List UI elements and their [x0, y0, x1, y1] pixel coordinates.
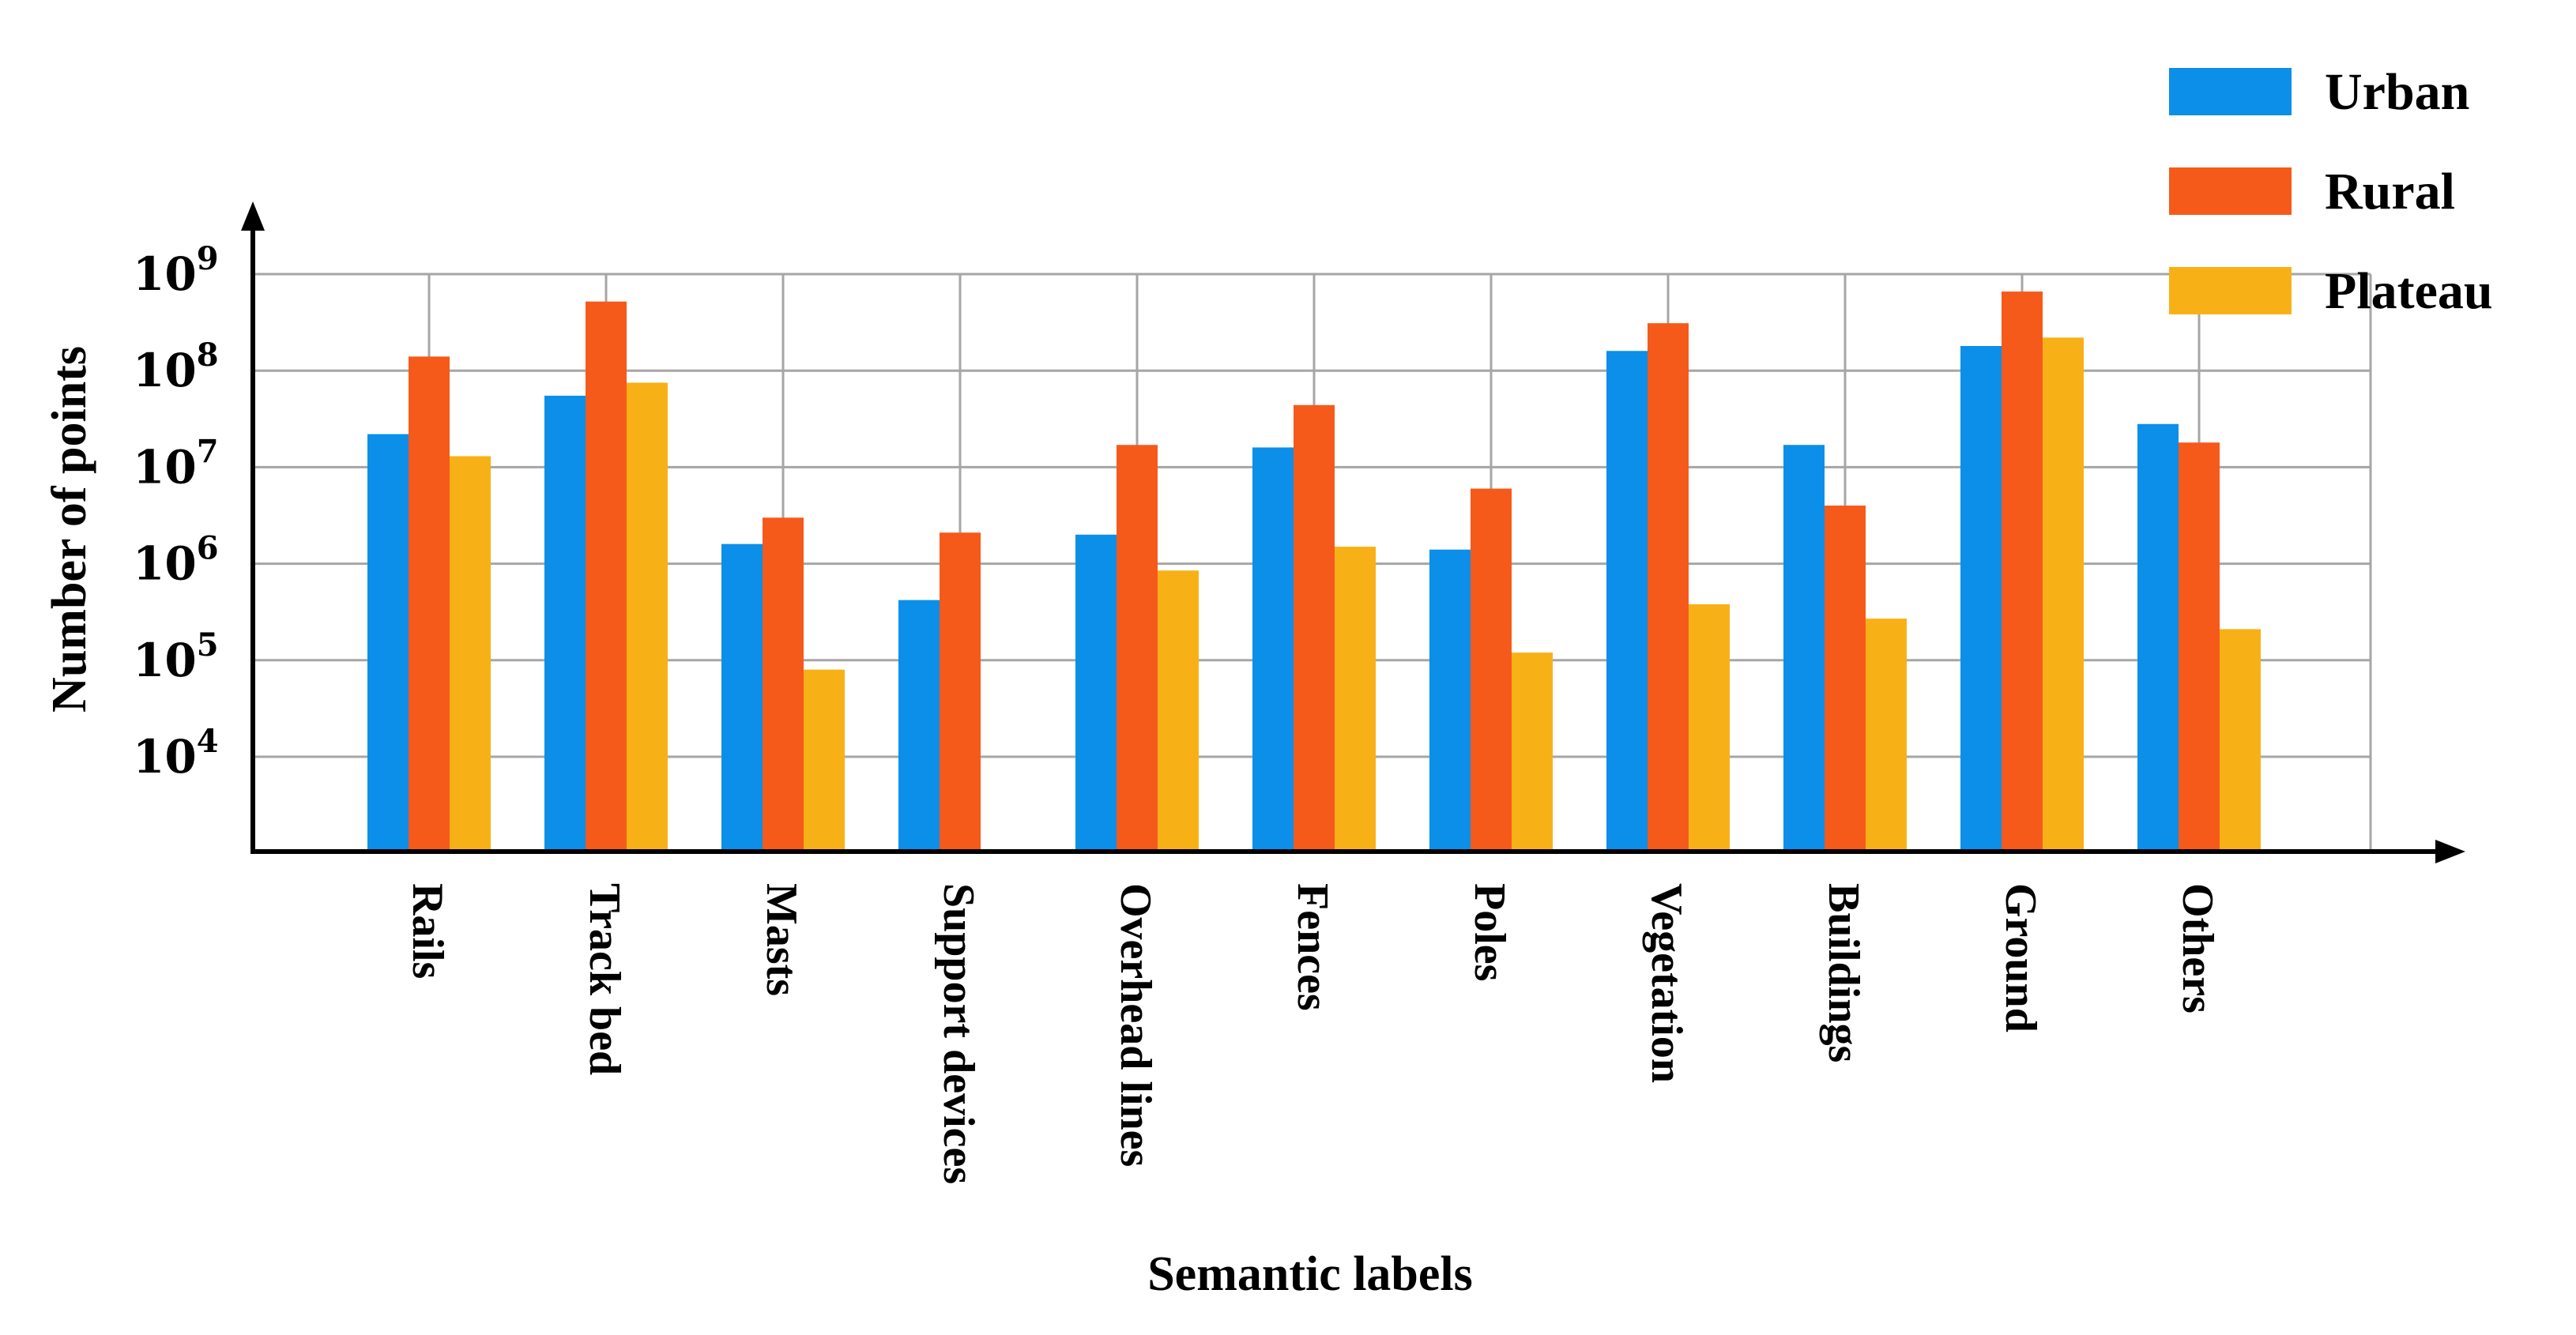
legend-label-rural: Rural	[2325, 163, 2455, 220]
x-tick-label: Poles	[1465, 883, 1514, 981]
y-axis-label: Number of points	[43, 346, 96, 713]
y-tick-label: 104	[133, 723, 219, 784]
bar-plateau	[1335, 547, 1376, 852]
bar-urban	[367, 434, 409, 852]
x-axis-label: Semantic labels	[1147, 1247, 1473, 1301]
bar-rural	[1825, 506, 1866, 852]
bar-group	[367, 356, 491, 852]
bar-plateau	[804, 669, 845, 852]
x-tick-label: Fences	[1288, 883, 1337, 1011]
x-axis-arrow	[2435, 840, 2465, 863]
bar-group	[1429, 488, 1553, 852]
bar-urban	[721, 543, 763, 852]
x-tick-label: Vegetation	[1642, 883, 1691, 1083]
legend-label-plateau: Plateau	[2325, 262, 2493, 320]
bar-urban	[1783, 445, 1825, 852]
legend-swatch-rural	[2169, 167, 2292, 215]
bar-rural	[940, 532, 981, 852]
bar-rural	[409, 356, 450, 852]
bar-rural	[1648, 323, 1689, 852]
bar-plateau	[1866, 619, 1907, 852]
x-tick-label: Rails	[403, 883, 452, 979]
x-tick-label: Ground	[1996, 883, 2045, 1032]
bar-plateau	[450, 456, 491, 852]
bar-urban	[1606, 351, 1648, 852]
bar-rural	[1471, 488, 1512, 852]
bar-plateau	[1689, 604, 1730, 852]
bar-group	[1783, 445, 1907, 852]
bar-urban	[1429, 549, 1471, 852]
axes	[241, 201, 2465, 863]
y-tick-label: 108	[133, 337, 219, 397]
bar-rural	[586, 301, 627, 852]
y-axis-arrow	[241, 201, 265, 231]
x-tick-label: Masts	[757, 883, 806, 996]
x-tick-labels: Rails Track bed Masts Support devices Overhe…	[403, 883, 2222, 1184]
legend: Urban Rural Plateau	[2169, 63, 2493, 320]
x-tick-label: Track bed	[580, 883, 629, 1075]
bar-rural	[1117, 445, 1158, 852]
bar-group	[1252, 404, 1376, 852]
bar-group	[544, 301, 668, 852]
bar-group	[1960, 291, 2084, 852]
x-tick-label: Support devices	[934, 883, 983, 1184]
legend-swatch-plateau	[2169, 267, 2292, 314]
bar-plateau	[1512, 652, 1553, 852]
bar-group	[1075, 445, 1199, 852]
y-tick-label: 105	[133, 626, 219, 687]
x-tick-label: Others	[2173, 883, 2222, 1013]
bar-rural	[763, 517, 804, 852]
bar-plateau	[2220, 629, 2261, 852]
legend-label-urban: Urban	[2325, 63, 2469, 121]
y-tick-labels: 104 105 106 107 108 109	[133, 240, 219, 784]
bar-group	[721, 517, 845, 852]
y-tick-label: 106	[133, 530, 219, 591]
bar-urban	[544, 395, 586, 852]
x-tick-label: Overhead lines	[1111, 883, 1160, 1167]
bar-rural	[2002, 291, 2043, 852]
bar-group	[898, 532, 981, 852]
bar-rural	[1294, 404, 1335, 852]
bar-rural	[2179, 442, 2220, 852]
bar-urban	[898, 600, 940, 852]
bar-urban	[1075, 534, 1117, 852]
x-tick-label: Buildings	[1819, 883, 1868, 1062]
bar-urban	[2137, 423, 2179, 852]
y-tick-label: 109	[133, 240, 219, 301]
y-tick-label: 107	[133, 433, 219, 494]
bar-group	[1606, 323, 1730, 852]
bar-plateau	[627, 382, 668, 852]
bar-urban	[1252, 447, 1294, 852]
bar-group	[2137, 423, 2261, 852]
bar-urban	[1960, 346, 2002, 852]
bar-groups	[367, 291, 2261, 852]
legend-swatch-urban	[2169, 68, 2292, 115]
bar-plateau	[1158, 570, 1199, 852]
bar-plateau	[2043, 337, 2084, 852]
